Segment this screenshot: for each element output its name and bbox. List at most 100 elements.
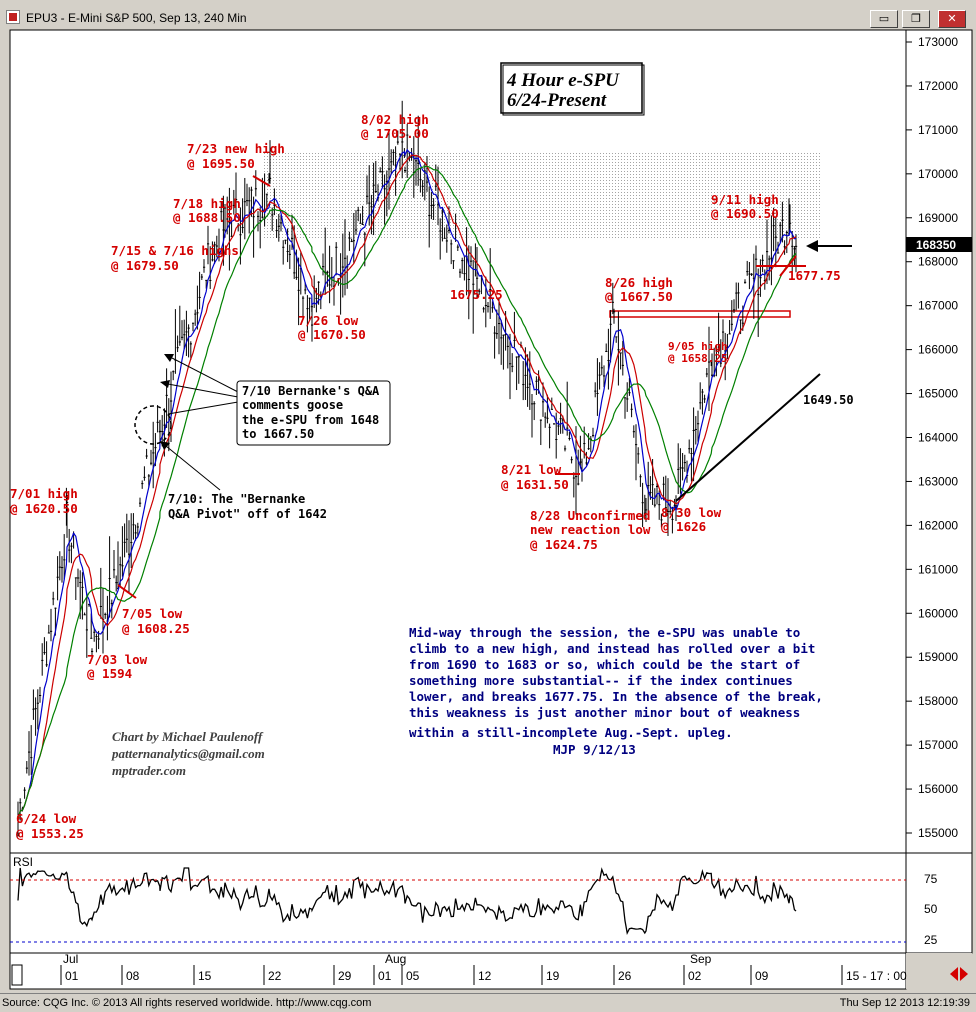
bernanke-l3: the e-SPU from 1648 xyxy=(242,413,379,427)
bernanke-arrow-3 xyxy=(167,401,239,415)
ann-0821-l1: 8/21 low xyxy=(501,462,562,477)
rsi-path xyxy=(17,867,797,936)
bernanke-box xyxy=(236,380,391,446)
price-tick-label: 169000 xyxy=(918,211,958,225)
commentary-l2: climb to a new high, and instead has rol… xyxy=(409,641,815,656)
marker-0705 xyxy=(117,584,137,599)
bernanke-l2: comments goose xyxy=(242,398,343,412)
ann-1675: 1675.25 xyxy=(450,287,503,302)
day-label: 01 xyxy=(378,969,392,983)
price-ticks: 155000 156000 157000 158000 159000 160000 1610… xyxy=(906,35,958,840)
price-tick-label: 160000 xyxy=(918,606,958,620)
timestamp: Thu Sep 12 2013 12:19:39 xyxy=(839,997,970,1009)
ann-0703-l2: @ 1594 xyxy=(87,666,132,681)
commentary-signature: MJP 9/12/13 xyxy=(553,742,636,757)
day-label: 02 xyxy=(688,969,702,983)
month-label: Jul xyxy=(63,952,78,966)
ann-0828-l3: @ 1624.75 xyxy=(530,537,598,552)
price-tick-label: 167000 xyxy=(918,299,958,313)
bernanke-arrow-1 xyxy=(171,357,239,393)
price-tick-label: 155000 xyxy=(918,826,958,840)
ann-0826-l2: @ 1667.50 xyxy=(605,289,673,304)
maximize-button[interactable]: ❐ xyxy=(902,10,930,28)
ann-0828-l2: new reaction low xyxy=(530,522,651,537)
title-box xyxy=(500,62,643,114)
time-axis xyxy=(9,952,907,990)
status-bar: Source: CQG Inc. © 2013 All rights reser… xyxy=(0,993,976,1012)
credit-l2: patternanalytics@gmail.com xyxy=(111,746,265,761)
price-tick-label: 172000 xyxy=(918,79,958,93)
ann-0718-l1: 7/18 high xyxy=(173,196,241,211)
rsi-label: RSI xyxy=(13,855,33,869)
bernanke-l4: to 1667.50 xyxy=(242,427,314,441)
ma-mid-line xyxy=(17,154,797,820)
price-tick-label: 158000 xyxy=(918,694,958,708)
ann-0821-l2: @ 1631.50 xyxy=(501,477,569,492)
rsi-panel xyxy=(9,852,907,954)
resistance-bar-1667 xyxy=(609,310,791,318)
ann-0701-l1: 7/01 high xyxy=(10,486,78,501)
pivot-arrow xyxy=(165,445,221,491)
price-tick-label: 161000 xyxy=(918,562,958,576)
x-axis-labels: Jul Aug Sep 01 08 15 22 29 01 05 12 19 26 02 09 15 - 17… xyxy=(60,952,907,985)
source-text: Source: CQG Inc. © 2013 All rights reser… xyxy=(2,997,372,1009)
price-tick-label: 168000 xyxy=(918,255,958,269)
ann-0705-l1: 7/05 low xyxy=(122,606,183,621)
support-tick-1677 xyxy=(779,255,797,277)
bernanke-arrow-2 xyxy=(167,383,239,398)
bernanke-arrowhead-2-icon xyxy=(160,380,170,388)
title-line-2: 6/24-Present xyxy=(507,90,607,111)
day-label: 15 - 17 : 00 xyxy=(846,969,907,983)
uptrend-line xyxy=(675,373,821,502)
close-button[interactable]: ✕ xyxy=(938,10,966,28)
ann-0726-l2: @ 1670.50 xyxy=(298,327,366,342)
commentary-l5: lower, and breaks 1677.75. In the absenc… xyxy=(409,689,823,704)
ann-0701-l2: @ 1620.50 xyxy=(10,501,78,516)
ann-0826-l1: 8/26 high xyxy=(605,275,673,290)
day-label: 12 xyxy=(478,969,492,983)
scroll-handle[interactable] xyxy=(11,964,23,986)
last-price-label: 168350 xyxy=(916,238,956,252)
ann-0718-l2: @ 1688.50 xyxy=(173,210,241,225)
ann-0905-l1: 9/05 high xyxy=(668,340,728,353)
app-icon xyxy=(6,10,20,24)
day-label: 15 xyxy=(198,969,212,983)
window-title: EPU3 - E-Mini S&P 500, Sep 13, 240 Min xyxy=(26,11,247,25)
bernanke-arrowhead-1-icon xyxy=(164,354,174,362)
price-tick-label: 170000 xyxy=(918,167,958,181)
ann-1677: 1677.75 xyxy=(788,268,841,283)
price-tick-label: 164000 xyxy=(918,431,958,445)
price-tick-label: 156000 xyxy=(918,782,958,796)
price-arrow-head-icon xyxy=(806,240,818,252)
window-titlebar: EPU3 - E-Mini S&P 500, Sep 13, 240 Min ▭… xyxy=(0,0,976,34)
ann-0624-l1: 6/24 low xyxy=(16,811,77,826)
scroll-right-icon[interactable] xyxy=(960,967,968,981)
price-tick-label: 173000 xyxy=(918,35,958,49)
rsi-tick-25: 25 xyxy=(924,933,938,947)
minimize-button[interactable]: ▭ xyxy=(870,10,898,28)
scroll-left-icon[interactable] xyxy=(950,967,958,981)
rsi-tick-75: 75 xyxy=(924,872,938,886)
day-label: 05 xyxy=(406,969,420,983)
marker-0723 xyxy=(252,175,271,187)
ann-0715-l1: 7/15 & 7/16 highs xyxy=(111,243,239,258)
ann-1649: 1649.50 xyxy=(803,393,854,407)
day-label: 26 xyxy=(618,969,632,983)
month-label: Aug xyxy=(385,952,406,966)
pivot-arrowhead-icon xyxy=(160,441,170,450)
credit-l1: Chart by Michael Paulenoff xyxy=(112,729,264,744)
rsi-tick-50: 50 xyxy=(924,902,938,916)
ann-0911-l2: @ 1690.50 xyxy=(711,206,779,221)
ann-0624-l2: @ 1553.25 xyxy=(16,826,84,841)
price-tick-label: 159000 xyxy=(918,650,958,664)
title-box-shadow xyxy=(502,64,645,116)
ann-0723-l1: 7/23 new high xyxy=(187,141,285,156)
pivot-l2: Q&A Pivot" off of 1642 xyxy=(168,507,327,521)
commentary-l7: within a still-incomplete Aug.-Sept. upl… xyxy=(409,725,733,740)
month-label: Sep xyxy=(690,952,712,966)
price-tick-label: 166000 xyxy=(918,343,958,357)
rsi-line xyxy=(17,867,797,936)
commentary-l1: Mid-way through the session, the e-SPU w… xyxy=(409,625,800,640)
credit-l3: mptrader.com xyxy=(112,763,186,778)
